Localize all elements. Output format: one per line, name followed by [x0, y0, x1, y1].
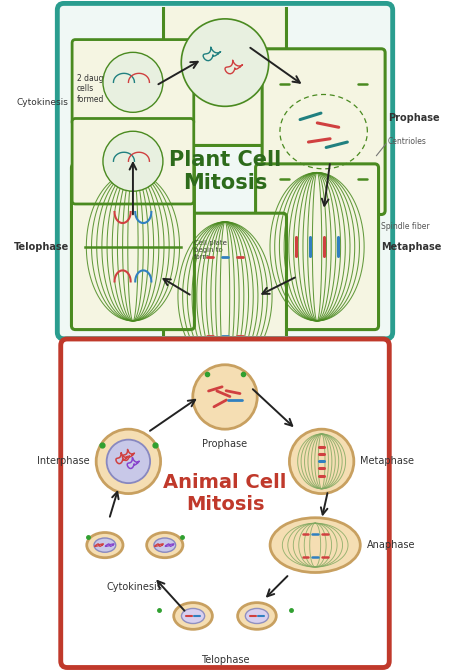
Ellipse shape	[245, 609, 269, 623]
Text: Prophase: Prophase	[202, 439, 248, 449]
FancyBboxPatch shape	[57, 3, 393, 339]
Text: Telophase: Telophase	[201, 655, 249, 665]
Text: Anaphase: Anaphase	[367, 540, 415, 550]
Text: Metaphase: Metaphase	[360, 456, 414, 466]
FancyBboxPatch shape	[61, 339, 389, 668]
Text: Metaphase: Metaphase	[381, 242, 441, 252]
Ellipse shape	[238, 603, 276, 629]
Ellipse shape	[147, 533, 183, 558]
FancyBboxPatch shape	[163, 213, 287, 379]
Text: Prophase: Prophase	[388, 113, 439, 123]
Circle shape	[103, 132, 163, 191]
Circle shape	[103, 52, 163, 112]
FancyBboxPatch shape	[72, 119, 194, 204]
Text: Plant Cell
Mitosis: Plant Cell Mitosis	[169, 150, 281, 193]
Text: Cytokinesis: Cytokinesis	[17, 97, 69, 107]
Ellipse shape	[96, 429, 161, 494]
Ellipse shape	[87, 533, 123, 558]
Text: 2 daughter
cells
formed: 2 daughter cells formed	[77, 74, 119, 104]
FancyBboxPatch shape	[72, 164, 194, 329]
Text: Cell plate
begin to
form: Cell plate begin to form	[194, 240, 227, 260]
Ellipse shape	[94, 538, 116, 552]
Text: Cytokinesis: Cytokinesis	[107, 582, 163, 592]
Text: Centrioles: Centrioles	[388, 137, 427, 146]
Ellipse shape	[107, 440, 150, 483]
Ellipse shape	[154, 538, 176, 552]
Text: Animal Cell
Mitosis: Animal Cell Mitosis	[163, 473, 287, 514]
Text: Spindle fiber: Spindle fiber	[381, 223, 430, 231]
FancyBboxPatch shape	[262, 49, 385, 215]
Ellipse shape	[289, 429, 354, 494]
Text: Anaphase: Anaphase	[201, 383, 249, 393]
Circle shape	[181, 19, 269, 106]
FancyBboxPatch shape	[72, 40, 194, 125]
Ellipse shape	[174, 603, 212, 629]
Ellipse shape	[193, 365, 257, 429]
Ellipse shape	[270, 518, 360, 572]
FancyBboxPatch shape	[256, 164, 378, 329]
FancyBboxPatch shape	[163, 0, 287, 146]
Ellipse shape	[181, 609, 205, 623]
Text: Interphase: Interphase	[37, 456, 90, 466]
Text: Telophase: Telophase	[14, 242, 69, 252]
